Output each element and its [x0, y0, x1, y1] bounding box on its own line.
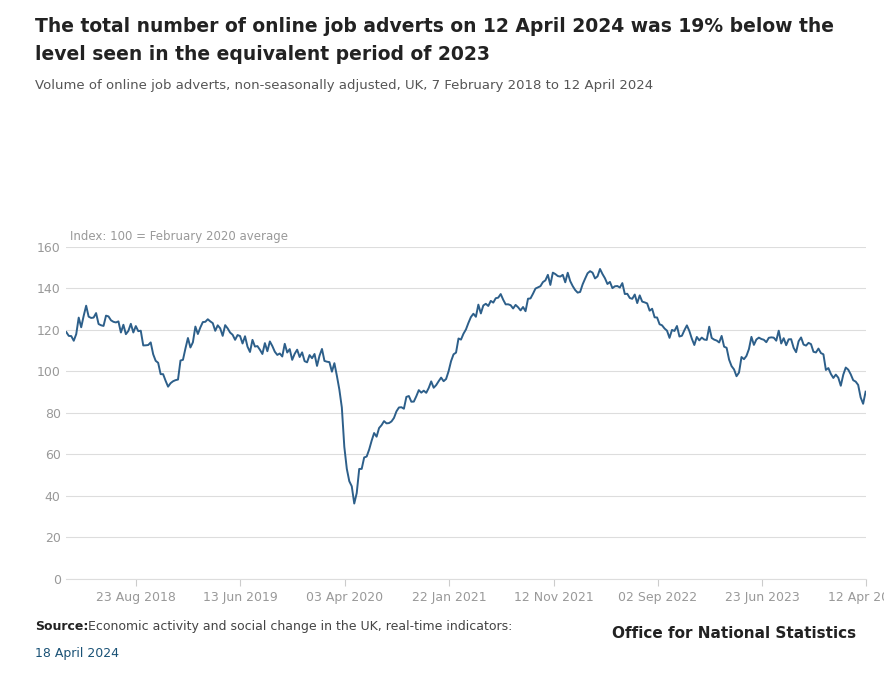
Text: The total number of online job adverts on 12 April 2024 was 19% below the: The total number of online job adverts o…	[35, 17, 834, 36]
Text: 18 April 2024: 18 April 2024	[35, 647, 119, 660]
Text: Index: 100 = February 2020 average: Index: 100 = February 2020 average	[71, 230, 288, 243]
Text: Office for National Statistics: Office for National Statistics	[612, 626, 856, 640]
Polygon shape	[544, 614, 578, 651]
Text: Source:: Source:	[35, 620, 88, 633]
Text: level seen in the equivalent period of 2023: level seen in the equivalent period of 2…	[35, 45, 491, 64]
Text: Volume of online job adverts, non-seasonally adjusted, UK, 7 February 2018 to 12: Volume of online job adverts, non-season…	[35, 79, 653, 92]
Text: Economic activity and social change in the UK, real-time indicators:: Economic activity and social change in t…	[84, 620, 513, 633]
